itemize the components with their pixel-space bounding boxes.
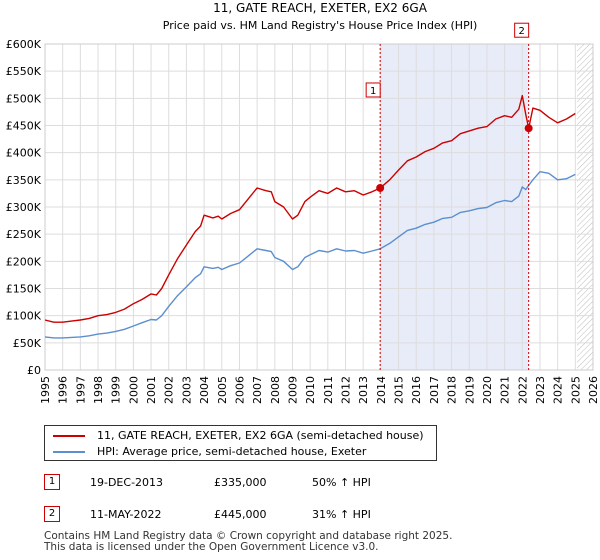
footer-line-1: Contains HM Land Registry data © Crown c…	[44, 530, 453, 542]
legend-entry-hpi: HPI: Average price, semi-detached house,…	[53, 444, 366, 460]
x-tick-label: 2009	[286, 376, 299, 404]
footer-attribution: Contains HM Land Registry data © Crown c…	[44, 531, 452, 553]
x-tick-label: 1999	[110, 376, 123, 404]
x-tick-label: 2008	[269, 376, 282, 404]
x-tick-label: 2001	[145, 376, 158, 404]
series-line-property	[44, 94, 576, 323]
x-tick-label: 2012	[340, 376, 353, 404]
sale-date: 19-DEC-2013	[90, 476, 164, 489]
x-tick-label: 2010	[304, 376, 317, 404]
x-tick-label: 2011	[322, 376, 335, 404]
y-tick-label: £550K	[6, 65, 42, 78]
footer-line-2: This data is licensed under the Open Gov…	[44, 541, 379, 553]
price-chart: 11, GATE REACH, EXETER, EX2 6GA Price pa…	[6, 1, 600, 404]
x-tick-label: 1997	[74, 376, 87, 404]
sale-marker-label: 1	[370, 86, 376, 97]
plot-border	[44, 43, 594, 371]
y-tick-label: £450K	[6, 120, 42, 133]
x-tick-label: 2013	[357, 376, 370, 404]
x-tick-label: 2014	[375, 376, 388, 404]
legend-swatch-property	[53, 435, 85, 437]
y-tick-label: £150K	[6, 283, 42, 296]
y-tick-label: £250K	[6, 228, 42, 241]
x-tick-label: 2006	[233, 376, 246, 404]
x-tick-label: 1995	[39, 376, 52, 404]
x-tick-label: 2019	[463, 376, 476, 404]
x-tick-label: 2016	[410, 376, 423, 404]
legend-label-property: 11, GATE REACH, EXETER, EX2 6GA (semi-de…	[97, 429, 424, 442]
y-tick-label: £400K	[6, 147, 42, 160]
series-layer	[44, 94, 576, 339]
legend: 11, GATE REACH, EXETER, EX2 6GA (semi-de…	[44, 425, 437, 461]
sale-marker-box	[365, 82, 381, 98]
x-tick-label: 2025	[569, 376, 582, 404]
x-tick-label: 2005	[216, 376, 229, 404]
series-line-hpi	[44, 171, 576, 339]
x-tick-label: 2017	[428, 376, 441, 404]
sale-marker-box	[514, 22, 530, 38]
legend-swatch-hpi	[53, 451, 85, 453]
y-tick-label: £500K	[6, 92, 42, 105]
y-tick-label: £350K	[6, 174, 42, 187]
sale-row: 2 11-MAY-2022 £445,000 31% ↑ HPI	[44, 504, 584, 526]
sale-point	[524, 124, 533, 133]
sale-marker-badge: 1	[44, 474, 60, 490]
sale-marker-badge: 2	[44, 506, 60, 522]
annotation-layer: 12	[365, 22, 533, 370]
sale-point	[376, 183, 385, 192]
x-tick-label: 2026	[587, 376, 600, 404]
x-tick-label: 1998	[92, 376, 105, 404]
x-tick-label: 2002	[163, 376, 176, 404]
sale-price: £445,000	[214, 508, 267, 521]
x-tick-label: 2024	[552, 376, 565, 404]
chart-title: 11, GATE REACH, EXETER, EX2 6GA	[213, 1, 428, 15]
x-tick-label: 2000	[127, 376, 140, 404]
x-tick-label: 1996	[57, 376, 70, 404]
sale-date: 11-MAY-2022	[90, 508, 162, 521]
x-tick-label: 2004	[198, 376, 211, 404]
x-tick-label: 2018	[446, 376, 459, 404]
y-tick-label: £100K	[6, 310, 42, 323]
x-tick-label: 2003	[180, 376, 193, 404]
x-tick-label: 2015	[393, 376, 406, 404]
y-axis: £0 £50K £100K £150K £200K £250K £300K £350K £400…	[6, 38, 42, 377]
chart-subtitle: Price paid vs. HM Land Registry's House …	[163, 19, 478, 32]
x-tick-label: 2023	[534, 376, 547, 404]
y-tick-label: £300K	[6, 201, 42, 214]
grid-lines	[44, 43, 594, 371]
x-tick-label: 2022	[516, 376, 529, 404]
y-tick-label: £200K	[6, 255, 42, 268]
sale-hpi-change: 31% ↑ HPI	[312, 508, 371, 521]
y-tick-label: £600K	[6, 38, 42, 51]
y-tick-label: £0	[27, 364, 41, 377]
x-axis: 1995 1996 1997 1998 1999 2000 2001 2002 2003 2004…	[39, 376, 600, 404]
sale-marker-label: 2	[518, 26, 524, 37]
sale-row: 1 19-DEC-2013 £335,000 50% ↑ HPI	[44, 472, 584, 494]
legend-entry-property: 11, GATE REACH, EXETER, EX2 6GA (semi-de…	[53, 428, 424, 444]
x-tick-label: 2007	[251, 376, 264, 404]
y-tick-label: £50K	[13, 337, 42, 350]
x-tick-label: 2020	[481, 376, 494, 404]
sale-price: £335,000	[214, 476, 267, 489]
x-tick-label: 2021	[499, 376, 512, 404]
sale-hpi-change: 50% ↑ HPI	[312, 476, 371, 489]
legend-label-hpi: HPI: Average price, semi-detached house,…	[97, 445, 367, 458]
